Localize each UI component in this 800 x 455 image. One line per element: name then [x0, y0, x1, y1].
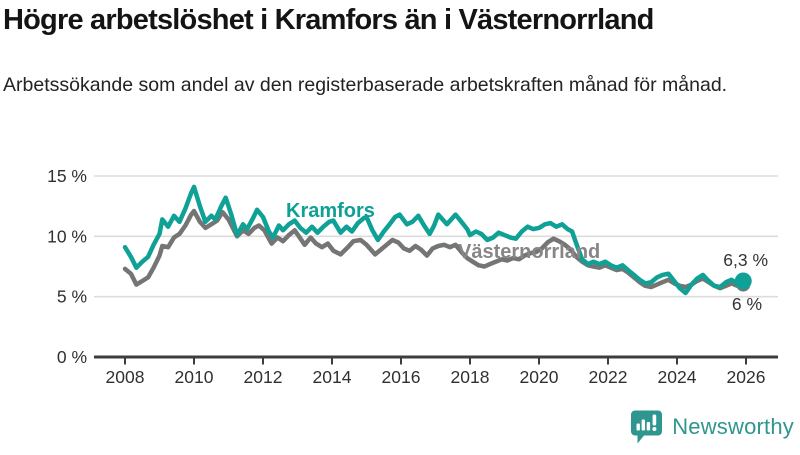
- x-tick-label-2012: 2012: [244, 367, 283, 387]
- series-line-kramfors: [122, 184, 746, 296]
- end-dot-kramfors: [734, 272, 752, 290]
- x-tick-label-2026: 2026: [727, 367, 766, 387]
- series-label-kramfors: Kramfors: [286, 200, 375, 222]
- page-title: Högre arbetslöshet i Kramfors än i Väste…: [3, 4, 654, 36]
- newsworthy-wordmark: Newsworthy: [672, 414, 794, 439]
- y-tick-label-5: 5 %: [57, 287, 87, 307]
- y-tick-label-10: 10 %: [47, 226, 87, 246]
- end-value-kramfors: 6,3 %: [723, 250, 768, 270]
- y-tick-label-0: 0 %: [57, 347, 87, 367]
- x-tick-label-2018: 2018: [451, 367, 490, 387]
- series-label-vasternorrland: Västernorrland: [458, 241, 600, 263]
- x-tick-label-2010: 2010: [175, 367, 214, 387]
- x-tick-label-2016: 2016: [382, 367, 421, 387]
- newsworthy-logo-icon: [630, 409, 664, 445]
- x-tick-label-2024: 2024: [658, 367, 697, 387]
- x-tick-label-2014: 2014: [313, 367, 352, 387]
- x-tick-label-2020: 2020: [520, 367, 559, 387]
- chart-subtitle: Arbetssökande som andel av den registerb…: [3, 74, 728, 96]
- x-tick-label-2008: 2008: [106, 367, 145, 387]
- end-value-vasternorrland: 6 %: [732, 294, 762, 314]
- y-tick-label-15: 15 %: [47, 166, 87, 186]
- newsworthy-brand: Newsworthy: [630, 409, 794, 445]
- x-tick-label-2022: 2022: [589, 367, 628, 387]
